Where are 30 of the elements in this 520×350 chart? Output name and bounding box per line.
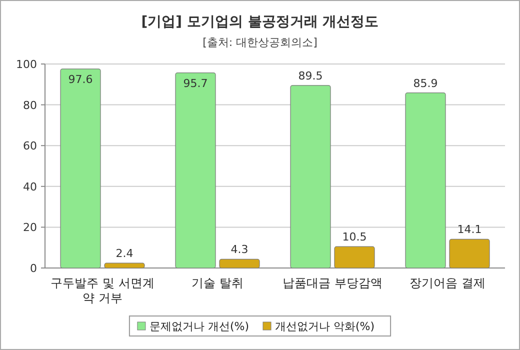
legend-label: 문제없거나 개선(%) bbox=[149, 320, 249, 333]
data-label: 10.5 bbox=[342, 230, 367, 244]
data-label: 95.7 bbox=[183, 76, 208, 90]
chart-subtitle: [출처: 대한상공회의소] bbox=[202, 36, 318, 49]
bar bbox=[104, 262, 145, 268]
data-label: 97.6 bbox=[68, 72, 93, 86]
x-tick-label: 구두발주 및 서면계약 거부 bbox=[50, 276, 154, 305]
y-tick-label: 100 bbox=[16, 58, 37, 71]
x-tick-label: 장기어음 결제 bbox=[410, 276, 486, 290]
bar bbox=[334, 246, 375, 268]
legend-label: 개선없거나 악화(%) bbox=[275, 320, 375, 333]
data-label: 85.9 bbox=[413, 76, 438, 90]
data-label: 14.1 bbox=[457, 223, 482, 236]
bar bbox=[60, 68, 101, 268]
x-tick-label: 기술 탈취 bbox=[192, 276, 244, 290]
data-label: 2.4 bbox=[116, 247, 134, 260]
bar bbox=[219, 258, 260, 268]
y-tick-label: 0 bbox=[30, 262, 37, 275]
chart-title: [기업] 모기업의 불공정거래 개선정도 bbox=[141, 14, 379, 30]
bar bbox=[449, 238, 490, 268]
y-tick-label: 20 bbox=[23, 221, 37, 234]
bar bbox=[175, 72, 216, 268]
data-label: 4.3 bbox=[230, 243, 248, 256]
y-tick-label: 40 bbox=[23, 180, 37, 194]
x-tick-label: 납품대금 부당감액 bbox=[282, 276, 382, 290]
y-tick-label: 80 bbox=[23, 98, 37, 112]
bar bbox=[405, 92, 446, 268]
data-label: 89.5 bbox=[298, 69, 323, 82]
bar bbox=[290, 85, 331, 268]
y-tick-label: 60 bbox=[23, 140, 37, 153]
